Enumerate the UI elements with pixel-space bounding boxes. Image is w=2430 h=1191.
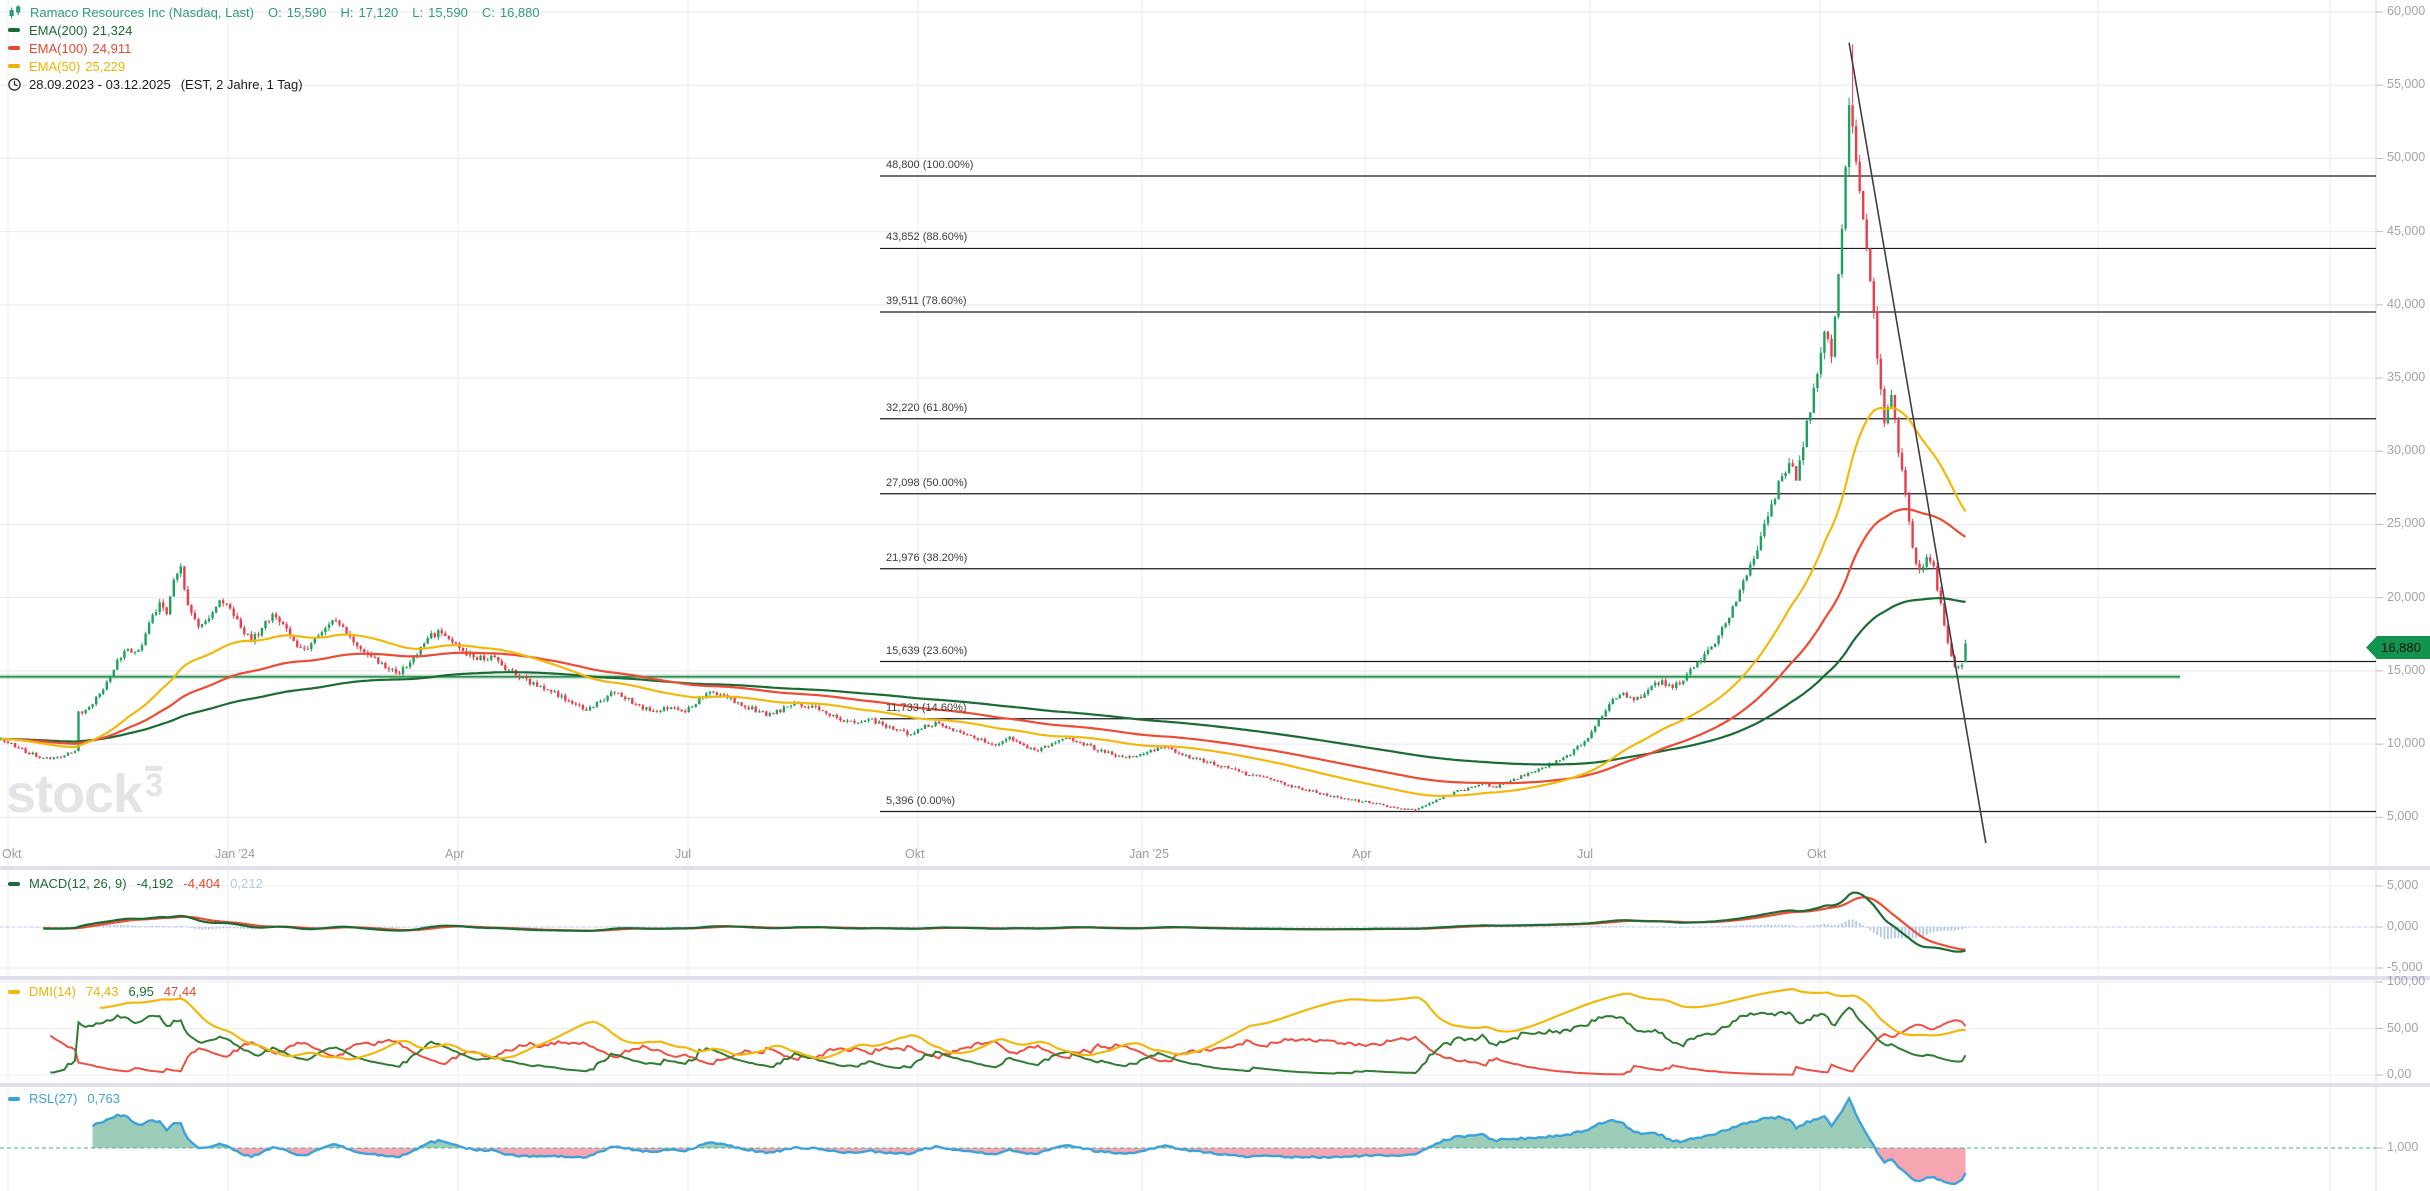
ema100-line-icon	[8, 46, 20, 50]
ema100-name: EMA(100)	[29, 40, 88, 56]
macd-label: MACD(12, 26, 9)	[29, 876, 127, 891]
ema-100-line	[0, 507, 1967, 785]
rsl-label: RSL(27)	[29, 1091, 78, 1106]
rsl-line	[91, 1095, 1967, 1186]
ema200-value: 21,324	[92, 22, 133, 38]
candlestick-icon	[9, 5, 21, 19]
ema200-line-icon	[8, 28, 20, 32]
dmi-adx-line	[99, 987, 1966, 1061]
macd-signal-value: -4,404	[183, 876, 221, 891]
dmi-line-icon	[8, 989, 20, 994]
ohlc-low-value: 15,590	[428, 4, 468, 20]
ohlc-open-label: O:	[267, 4, 282, 20]
macd-line	[43, 891, 1966, 953]
ema100-value: 24,911	[92, 40, 132, 56]
ohlc-close-value: 16,880	[499, 4, 540, 20]
rsl-legend[interactable]: RSL(27) 0,763	[8, 1091, 120, 1106]
dmi-minus-di-line	[49, 1019, 1967, 1076]
dmi-plus-di-line	[50, 1006, 1967, 1075]
ohlc-close-label: C:	[481, 4, 495, 20]
ema50-value: 25,229	[85, 58, 126, 74]
dmi-minus-di-value: 47,44	[163, 984, 197, 999]
symbol-title: Ramaco Resources Inc (Nasdaq, Last)	[30, 4, 254, 20]
ema200-legend[interactable]: EMA(200) 21,324	[8, 21, 540, 39]
dmi-plus-di-value: 6,95	[128, 984, 154, 999]
ema100-legend[interactable]: EMA(100) 24,911	[8, 39, 540, 57]
period-info: (EST, 2 Jahre, 1 Tag)	[180, 76, 303, 92]
clock-icon	[8, 77, 21, 91]
symbol-row[interactable]: Ramaco Resources Inc (Nasdaq, Last) O: 1…	[8, 3, 540, 21]
ohlc-high-label: H:	[340, 4, 354, 20]
ema50-legend[interactable]: EMA(50) 25,229	[8, 57, 540, 75]
last-price-badge: 16,880	[2366, 636, 2430, 659]
candle-wicks-down	[4, 44, 1956, 812]
dmi-pane	[49, 987, 1967, 1076]
macd-hist-value: 0,212	[230, 876, 263, 891]
dmi-legend[interactable]: DMI(14) 74,43 6,95 47,44	[8, 984, 196, 999]
ema50-name: EMA(50)	[29, 58, 81, 74]
trendline	[1848, 42, 1987, 843]
macd-pane	[0, 891, 2376, 953]
date-range: 28.09.2023 - 03.12.2025	[29, 76, 171, 92]
rsl-pane	[0, 1095, 2376, 1186]
ohlc-open-value: 15,590	[286, 4, 327, 20]
ema200-name: EMA(200)	[29, 22, 88, 38]
ohlc-high-value: 17,120	[358, 4, 399, 20]
macd-value: -4,192	[136, 876, 174, 891]
rsl-fill-above	[92, 1098, 1966, 1148]
date-range-row[interactable]: 28.09.2023 - 03.12.2025 (EST, 2 Jahre, 1…	[8, 75, 540, 93]
rsl-line-icon	[8, 1096, 20, 1101]
dmi-label: DMI(14)	[29, 984, 76, 999]
ema50-line-icon	[8, 64, 20, 68]
macd-line-icon	[8, 881, 20, 886]
ema-200-line	[0, 597, 1966, 766]
price-pane	[0, 42, 2376, 843]
stock3-watermark: stock3	[6, 764, 163, 824]
ohlc-low-label: L:	[412, 4, 424, 20]
main-legend: Ramaco Resources Inc (Nasdaq, Last) O: 1…	[8, 3, 540, 93]
ema-50-line	[0, 406, 1967, 797]
rsl-value: 0,763	[87, 1091, 120, 1106]
dmi-adx-value: 74,43	[85, 984, 119, 999]
macd-legend[interactable]: MACD(12, 26, 9) -4,192 -4,404 0,212	[8, 876, 263, 891]
